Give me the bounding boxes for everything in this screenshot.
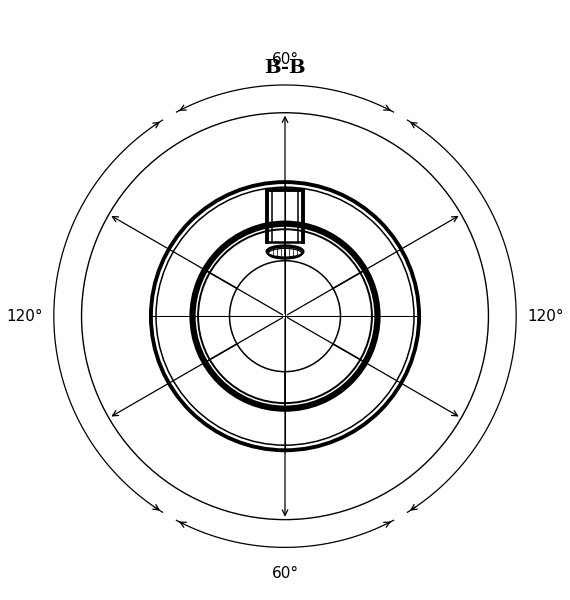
Text: 120°: 120° bbox=[527, 308, 564, 323]
Text: B-B: B-B bbox=[264, 59, 306, 77]
Text: 60°: 60° bbox=[271, 566, 299, 581]
Text: 60°: 60° bbox=[271, 52, 299, 67]
Text: 120°: 120° bbox=[6, 308, 43, 323]
